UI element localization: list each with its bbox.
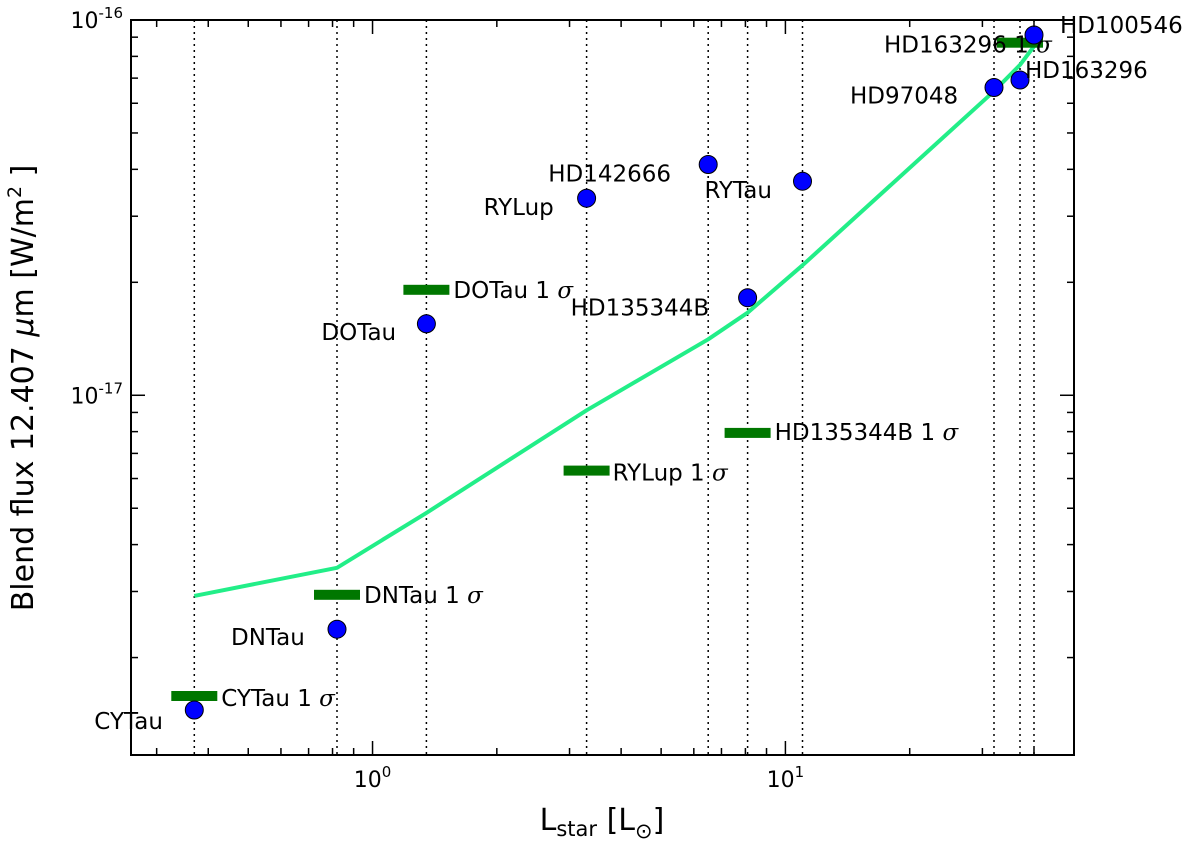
point-HD97048 [984,78,1004,97]
upper-limit-label: CYTau 1 σ [221,686,336,712]
point-label: HD100546 [1060,13,1183,39]
upper-limit-DNTau [314,589,360,600]
point-label: HD142666 [548,162,671,188]
upper-limit-label: DOTau 1 σ [453,278,574,304]
upper-limit-label: DNTau 1 σ [364,583,484,609]
upper-limit-label: RYLup 1 σ [613,461,729,487]
point-HD142666 [698,155,718,174]
upper-limit-DOTau [403,284,450,295]
point-HD135344B [738,288,758,308]
point-RYTau [793,171,812,191]
axis-ticks: 100 101 10-17 10-16 [71,4,1074,793]
model-line [193,45,1036,598]
point-label: RYLup [484,195,554,221]
point-label: DNTau [231,625,305,651]
point-HD100546 [1024,25,1044,45]
upper-limit-label: HD163296 1 σ [884,33,1053,59]
plot-frame [130,19,1075,756]
point-label: CYTau [94,709,163,735]
point-CYTau [184,700,204,720]
point-label: HD97048 [850,84,958,110]
upper-limit-CYTau [171,691,218,701]
upper-limit-group: CYTau 1 σ DNTau 1 σ DOTau 1 σ RYLup 1 σ HD13… [171,33,1053,712]
detection-group: CYTau DNTau DOTau RYLup HD142666 HD135344B RYT… [94,13,1183,735]
y-tick-label: 10-17 [71,379,124,409]
upper-limit-RYLup [563,465,610,476]
point-label: DOTau [321,320,396,346]
point-HD163296 [1010,70,1030,90]
point-label: RYTau [705,178,772,204]
upper-limit-label: HD135344B 1 σ [775,420,960,446]
point-DOTau [416,314,436,334]
x-tick-label: 100 [354,763,392,793]
x-axis-label: Lstar [L⊙] [540,803,665,843]
upper-limit-HD163296 [997,37,1043,48]
vertical-gridlines [193,20,1035,755]
model-curve-group [193,45,1036,598]
upper-limit-HD135344B [724,427,771,438]
x-tick-label: 101 [767,763,805,793]
y-axis-label: Blend flux 12.407 μm [W/m2 ] [4,165,41,612]
point-label: HD135344B [571,296,710,322]
point-label: HD163296 [1025,58,1148,84]
point-RYLup [577,188,597,208]
point-DNTau [327,619,347,639]
y-tick-label: 10-16 [71,4,124,34]
